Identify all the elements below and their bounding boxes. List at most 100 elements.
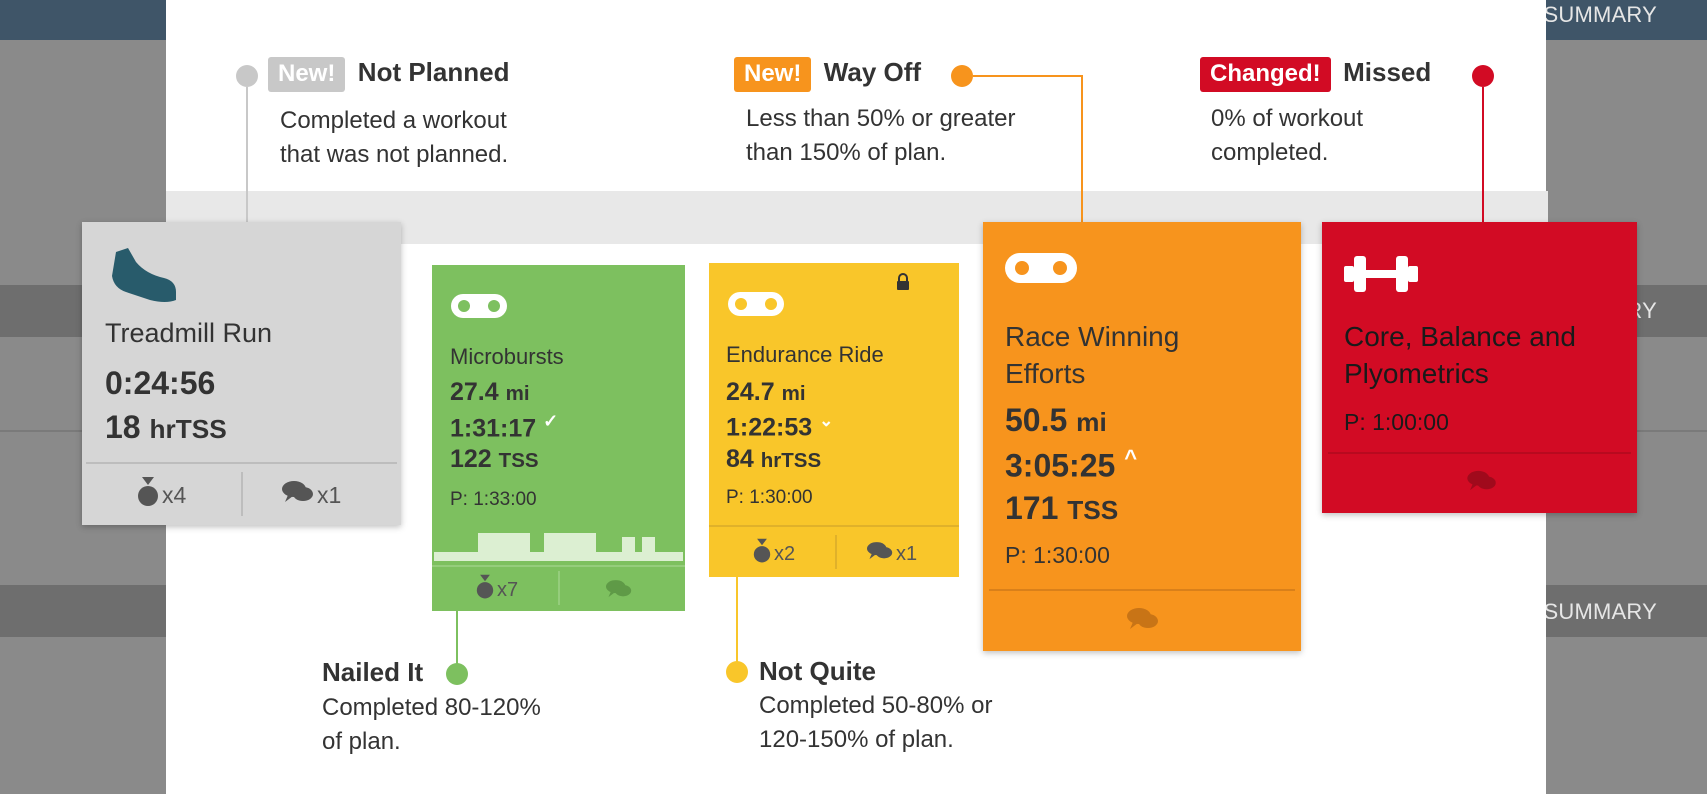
legend-desc-line: Completed a workout xyxy=(280,107,507,134)
missed-dot xyxy=(1472,65,1494,87)
not-planned-dot xyxy=(236,65,258,87)
tss-value: 84 xyxy=(726,445,754,473)
comments-button[interactable]: x1 xyxy=(867,541,917,567)
bike-icon xyxy=(1005,253,1077,283)
tss-unit: TSS xyxy=(498,449,539,472)
workout-title-line: Efforts xyxy=(1005,358,1086,389)
not-quite-dot xyxy=(726,661,748,683)
nailed-it-connector xyxy=(456,611,458,674)
distance-value: 27.4 xyxy=(450,378,499,406)
chevron-down-icon: ⌄ xyxy=(819,411,834,430)
workout-title: Microbursts xyxy=(450,344,564,369)
workout-duration: 3:05:25 ^ xyxy=(1005,445,1137,485)
medals-button[interactable]: x2 xyxy=(753,538,795,570)
nailed-it-dot xyxy=(446,663,468,685)
card-footer-divider xyxy=(989,589,1295,591)
missed-connector xyxy=(1482,87,1484,222)
tss-unit: hrTSS xyxy=(760,449,822,472)
duration-value: 3:05:25 xyxy=(1005,447,1116,484)
workout-title-line: Core, Balance and xyxy=(1344,321,1576,352)
summary-label-top: SUMMARY xyxy=(1543,2,1657,27)
distance-value: 24.7 xyxy=(726,378,775,406)
comments-button[interactable]: x1 xyxy=(282,480,341,510)
comments-button[interactable] xyxy=(606,578,632,605)
tss-value: 122 xyxy=(450,445,492,473)
workout-distance: 24.7 mi xyxy=(726,378,806,407)
legend-desc-line: that was not planned. xyxy=(280,141,509,168)
workout-title: Treadmill Run xyxy=(105,318,273,348)
duration-value: 1:22:53 xyxy=(726,413,813,442)
comments-count: x1 xyxy=(896,542,918,565)
comments-button[interactable] xyxy=(1467,470,1497,498)
distance-unit: mi xyxy=(781,382,806,405)
legend-way-off-header: New! Way Off xyxy=(734,57,921,92)
workout-card-microbursts[interactable]: Microbursts 27.4 mi 1:31:17 ✓ 122 TSS P:… xyxy=(432,265,685,611)
summary-label-bottom: SUMMARY xyxy=(1543,599,1657,624)
legend-desc-line: of plan. xyxy=(322,728,401,755)
legend-not-quite-title: Not Quite xyxy=(759,656,876,686)
workout-title: Endurance Ride xyxy=(726,342,884,367)
distance-value: 50.5 xyxy=(1005,402,1068,438)
legend-nailed-it-desc: Completed 80-120% of plan. xyxy=(322,691,541,759)
not-quite-connector xyxy=(736,577,738,672)
legend-not-planned-header: New! Not Planned xyxy=(268,57,509,92)
legend-desc-line: completed. xyxy=(1211,139,1329,166)
workout-distance: 50.5 mi xyxy=(1005,402,1107,439)
legend-desc-line: Completed 50-80% or xyxy=(759,692,993,719)
legend-not-quite-desc: Completed 50-80% or 120-150% of plan. xyxy=(759,689,992,757)
planned-duration: P: 1:33:00 xyxy=(450,489,537,510)
legend-title: Missed xyxy=(1343,57,1432,87)
workout-tss: 171 TSS xyxy=(1005,490,1118,527)
medal-icon xyxy=(476,574,494,606)
dumbbell-icon xyxy=(1344,256,1418,292)
workout-title: Race Winning Efforts xyxy=(1005,318,1179,392)
legend-missed-desc: 0% of workout completed. xyxy=(1211,102,1363,170)
medals-count: x7 xyxy=(497,578,519,601)
medals-count: x2 xyxy=(774,542,796,565)
comments-icon xyxy=(282,480,314,510)
tss-unit: TSS xyxy=(1067,495,1119,525)
workout-card-core[interactable]: Core, Balance and Plyometrics P: 1:00:00 xyxy=(1322,222,1637,513)
way-off-connector-v xyxy=(1081,75,1083,222)
legend-desc-line: 120-150% of plan. xyxy=(759,726,954,753)
workout-tss: 18 hrTSS xyxy=(105,409,227,446)
medal-icon xyxy=(753,538,771,570)
legend-way-off-desc: Less than 50% or greater than 150% of pl… xyxy=(746,102,1016,170)
workout-tss: 122 TSS xyxy=(450,445,539,474)
planned-duration: P: 1:00:00 xyxy=(1344,409,1449,435)
lock-icon xyxy=(897,273,909,290)
workout-profile-graph xyxy=(434,533,683,561)
workout-card-endurance[interactable]: Endurance Ride 24.7 mi 1:22:53 ⌄ 84 hrTS… xyxy=(709,263,959,577)
workout-card-treadmill[interactable]: Treadmill Run 0:24:56 18 hrTSS x4 x1 xyxy=(82,222,401,525)
medal-icon xyxy=(137,477,159,513)
distance-unit: mi xyxy=(505,382,530,405)
legend-desc-line: 0% of workout xyxy=(1211,105,1364,132)
shoe-icon xyxy=(112,248,176,302)
changed-badge: Changed! xyxy=(1200,57,1331,92)
card-footer-divider xyxy=(709,525,959,527)
workout-title-line: Plyometrics xyxy=(1344,358,1489,389)
planned-duration: P: 1:30:00 xyxy=(726,487,813,508)
card-footer-divider xyxy=(1328,452,1631,454)
medals-button[interactable]: x4 xyxy=(137,477,186,513)
workout-tss: 84 hrTSS xyxy=(726,445,821,474)
legend-nailed-it-title: Nailed It xyxy=(322,657,424,687)
chevron-up-icon: ^ xyxy=(1124,445,1138,470)
legend-desc-line: than 150% of plan. xyxy=(746,139,947,166)
medals-button[interactable]: x7 xyxy=(476,574,518,606)
workout-card-race[interactable]: Race Winning Efforts 50.5 mi 3:05:25 ^ 1… xyxy=(983,222,1301,651)
planned-duration: P: 1:30:00 xyxy=(1005,542,1110,568)
new-badge: New! xyxy=(268,57,346,92)
checkmark-icon: ✓ xyxy=(543,411,559,431)
legend-title: Not Planned xyxy=(357,57,510,87)
tss-value: 171 xyxy=(1005,490,1059,526)
card-footer-separator xyxy=(558,571,560,605)
comments-icon xyxy=(867,541,893,567)
legend-missed-header: Changed! Missed xyxy=(1200,57,1431,92)
legend-title: Way Off xyxy=(823,57,922,87)
workout-title: Core, Balance and Plyometrics xyxy=(1344,318,1576,392)
way-off-connector-h xyxy=(973,75,1083,77)
bike-icon xyxy=(451,294,507,318)
comments-button[interactable] xyxy=(1127,607,1159,637)
legend-desc-line: Completed 80-120% xyxy=(322,694,541,721)
